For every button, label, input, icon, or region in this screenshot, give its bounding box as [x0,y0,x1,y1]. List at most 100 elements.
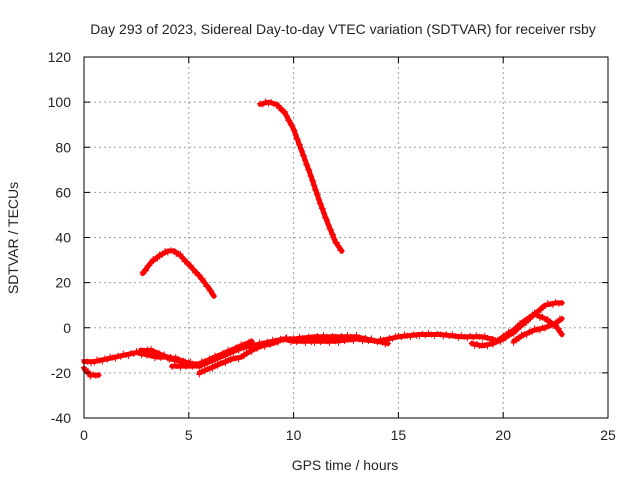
axis-ticks: 0 5 10 15 20 25 -40 -20 0 20 40 60 80 100 120 [48,49,616,443]
y-tick-label: -20 [51,365,71,381]
data-point [314,191,321,198]
data-point [115,352,122,359]
data-point [167,247,174,254]
data-point [158,352,165,359]
data-point [296,141,303,148]
data-point [209,359,216,366]
data-point [154,255,161,262]
data-point [332,338,339,345]
data-point [125,352,132,359]
data-point [286,117,293,124]
data-point [311,182,318,189]
data-point [395,332,402,339]
data-point [382,341,389,348]
data-point [407,334,414,341]
data-point [201,361,208,368]
data-point [187,262,194,269]
series-track-end-3 [510,315,565,346]
data-point [510,328,517,335]
data-point [163,354,170,361]
data-point [235,347,242,354]
data-point [320,210,327,217]
data-point [209,291,216,298]
data-point [289,121,296,128]
data-point [335,243,342,250]
data-point [109,354,116,361]
data-point [259,342,266,349]
data-point [536,315,543,322]
series-track-low-5 [196,334,391,378]
data-point [308,173,315,180]
data-point [248,348,255,355]
data-point [261,343,268,350]
data-point [95,372,102,379]
data-point [148,345,155,352]
data-point [558,315,565,322]
data-point [120,350,127,357]
data-point [549,302,556,309]
data-point [328,231,335,238]
data-point [338,248,345,255]
data-point [555,325,562,332]
series-track-low-2 [81,364,102,380]
data-point [274,339,281,346]
data-point [497,337,504,344]
data-point [196,371,203,378]
y-tick-label: 100 [48,94,72,110]
data-point [205,283,212,290]
data-point [91,359,98,366]
data-point [523,317,530,324]
data-point [386,334,393,341]
data-point [264,340,271,347]
data-point [523,331,530,338]
data-point [558,299,565,306]
data-point [210,293,217,300]
data-point [183,258,190,265]
data-point [179,254,186,261]
data-point [144,346,151,353]
data-point [308,339,315,346]
data-point [558,331,565,338]
data-point [222,360,229,367]
data-point [214,362,221,369]
data-point [235,356,242,363]
y-tick-label: 120 [48,49,72,65]
data-point [148,260,155,267]
data-point [96,357,103,364]
data-point [398,334,405,341]
data-point [319,205,326,212]
data-point [257,100,264,107]
data-point [479,341,486,348]
data-point [549,322,556,329]
data-point [301,152,308,159]
data-point [240,353,247,360]
data-point [510,339,517,346]
data-point [282,108,289,115]
data-point [227,350,234,357]
data-point [143,267,150,274]
data-point [122,351,129,358]
data-point [325,221,332,228]
data-point [515,335,522,342]
data-point [243,342,250,349]
series-track-arc-1 [139,247,217,300]
y-tick-label: 80 [55,139,71,155]
data-point [185,362,192,369]
data-point [484,343,491,350]
data-point [534,326,541,333]
data-point [101,355,108,362]
data-point [554,319,561,326]
data-point [312,187,319,194]
data-point [455,335,462,342]
y-tick-label: 20 [55,275,71,291]
data-point [302,157,309,164]
x-tick-label: 5 [185,427,193,443]
data-point [539,313,546,320]
data-point [232,355,239,362]
y-axis-label: SDTVAR / TECUs [5,182,21,294]
data-point [531,325,538,332]
y-tick-label: 0 [63,320,71,336]
data-point [84,358,91,365]
data-point [324,217,331,224]
